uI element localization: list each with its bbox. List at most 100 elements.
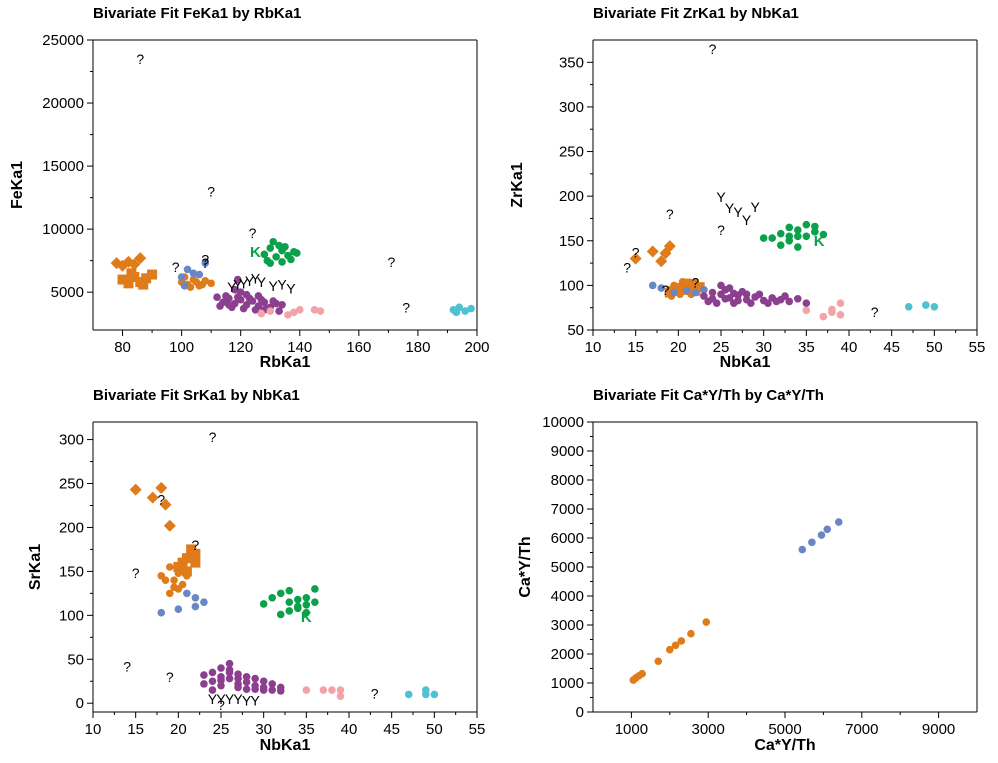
- x-tick-label: 40: [841, 339, 858, 356]
- data-point: [404, 690, 413, 699]
- data-point: [200, 598, 208, 606]
- data-point: [676, 290, 684, 299]
- data-point: [198, 280, 207, 289]
- y-tick-label: 100: [59, 607, 84, 624]
- data-point: [138, 279, 149, 290]
- data-point: [430, 690, 439, 699]
- data-point: [251, 674, 259, 683]
- chart-title-ca-ca: Bivariate Fit Ca*Y/Th by Ca*Y/Th: [593, 387, 824, 404]
- x-tick-label: 15: [127, 721, 144, 738]
- data-point: [328, 686, 336, 694]
- data-point-label: ?: [166, 669, 174, 685]
- data-point: [808, 538, 816, 547]
- data-point: [170, 576, 178, 584]
- data-point-label: ?: [871, 304, 879, 320]
- data-point-label: K: [814, 233, 825, 250]
- y-tick-label: 250: [59, 476, 84, 493]
- x-tick-label: 140: [287, 339, 312, 356]
- data-point: [163, 519, 176, 532]
- data-point: [759, 234, 768, 242]
- data-point: [266, 244, 275, 252]
- data-point: [802, 232, 811, 241]
- y-tick-label: 7000: [551, 501, 584, 518]
- data-point: [208, 668, 217, 677]
- data-point: [422, 686, 430, 694]
- data-point: [260, 250, 269, 259]
- y-axis-title: SrKa1: [27, 544, 44, 590]
- data-point: [147, 269, 158, 280]
- data-point: [208, 677, 217, 686]
- data-point-label: ?: [201, 255, 209, 271]
- data-point: [225, 674, 234, 683]
- chart-title-sr-nb: Bivariate Fit SrKa1 by NbKa1: [93, 387, 300, 404]
- data-point: [694, 282, 705, 293]
- y-axis-title: ZrKa1: [509, 162, 526, 207]
- data-point-label: ?: [157, 491, 165, 507]
- data-point: [128, 258, 141, 271]
- data-point: [281, 242, 289, 251]
- data-point: [174, 569, 183, 577]
- data-point: [259, 677, 268, 686]
- data-point: [725, 284, 734, 292]
- data-point: [178, 580, 187, 589]
- x-tick-label: 35: [798, 339, 815, 356]
- x-tick-label: 3000: [692, 721, 725, 738]
- data-point: [278, 300, 286, 309]
- data-point: [747, 299, 755, 308]
- data-point-label: ?: [623, 260, 631, 276]
- y-tick-label: 8000: [551, 472, 584, 489]
- data-point: [655, 255, 668, 268]
- data-point: [266, 259, 275, 267]
- chart-title-zr-nb: Bivariate Fit ZrKa1 by NbKa1: [593, 5, 799, 22]
- data-point: [671, 641, 680, 650]
- data-point: [268, 593, 277, 602]
- data-point: [742, 290, 751, 299]
- data-point-label: ?: [132, 565, 140, 581]
- data-point-label: K: [301, 609, 312, 626]
- data-point: [222, 292, 230, 300]
- data-point: [836, 311, 845, 319]
- data-point: [116, 259, 129, 272]
- x-axis-title: Ca*Y/Th: [754, 737, 815, 754]
- y-tick-label: 0: [76, 695, 84, 712]
- x-tick-label: 120: [228, 339, 253, 356]
- data-point-label: Y: [286, 280, 296, 296]
- data-point: [823, 525, 832, 534]
- data-point-label: ?: [709, 41, 717, 57]
- data-point: [686, 280, 697, 291]
- data-point: [717, 281, 725, 290]
- data-point: [336, 692, 345, 700]
- x-tick-label: 20: [170, 721, 187, 738]
- data-point: [177, 273, 186, 281]
- data-point: [772, 297, 781, 306]
- data-point: [195, 270, 204, 279]
- data-point: [190, 548, 201, 559]
- data-point-label: ?: [192, 537, 200, 553]
- data-point: [294, 604, 302, 613]
- data-point: [213, 293, 221, 302]
- data-point: [828, 305, 836, 314]
- data-point: [276, 589, 285, 598]
- data-point: [817, 531, 826, 539]
- data-point: [239, 304, 248, 313]
- data-point: [161, 576, 170, 584]
- data-point: [293, 249, 301, 257]
- x-axis-title: RbKa1: [260, 354, 311, 371]
- data-point: [285, 607, 294, 615]
- data-point: [836, 299, 845, 308]
- data-point-label: ?: [717, 222, 725, 238]
- y-tick-label: 150: [559, 233, 584, 250]
- data-point: [208, 686, 217, 694]
- x-tick-label: 5000: [768, 721, 801, 738]
- data-point: [646, 245, 659, 258]
- data-point: [654, 657, 663, 666]
- data-point: [191, 602, 200, 611]
- data-point: [192, 278, 201, 286]
- data-point: [117, 274, 128, 285]
- data-point: [755, 290, 764, 299]
- data-point: [819, 312, 828, 321]
- data-point-label: K: [250, 244, 261, 261]
- data-point: [657, 284, 666, 292]
- data-point-label: ?: [666, 206, 674, 222]
